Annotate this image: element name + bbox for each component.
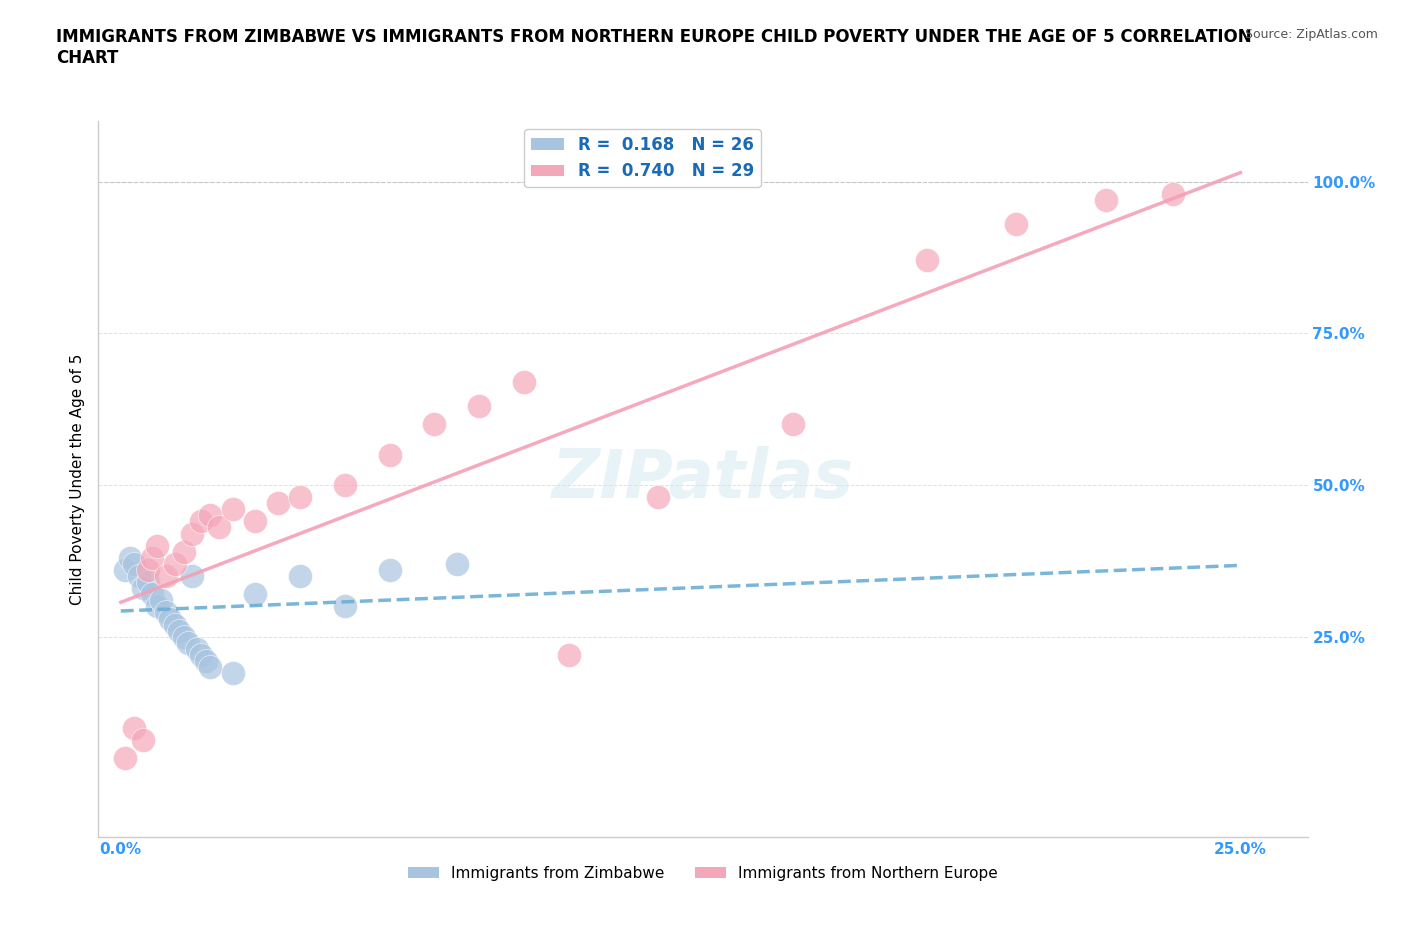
R =  0.168   N = 26 xyxy=(194,654,217,669)
R =  0.168   N = 26 xyxy=(243,587,266,602)
R =  0.740   N = 29 xyxy=(1095,193,1118,207)
R =  0.168   N = 26 xyxy=(446,556,468,571)
R =  0.740   N = 29 xyxy=(782,417,804,432)
R =  0.168   N = 26 xyxy=(378,563,401,578)
R =  0.740   N = 29 xyxy=(333,478,356,493)
R =  0.740   N = 29 xyxy=(1161,186,1184,201)
R =  0.740   N = 29 xyxy=(915,253,938,268)
R =  0.740   N = 29 xyxy=(132,733,155,748)
R =  0.168   N = 26 xyxy=(145,599,167,614)
R =  0.168   N = 26 xyxy=(181,568,204,583)
R =  0.168   N = 26 xyxy=(159,611,181,626)
R =  0.740   N = 29 xyxy=(1005,217,1028,232)
R =  0.168   N = 26 xyxy=(163,618,186,632)
R =  0.168   N = 26 xyxy=(186,642,208,657)
R =  0.740   N = 29 xyxy=(114,751,136,765)
Text: IMMIGRANTS FROM ZIMBABWE VS IMMIGRANTS FROM NORTHERN EUROPE CHILD POVERTY UNDER : IMMIGRANTS FROM ZIMBABWE VS IMMIGRANTS F… xyxy=(56,28,1251,67)
R =  0.740   N = 29 xyxy=(163,556,186,571)
R =  0.740   N = 29 xyxy=(200,508,222,523)
R =  0.168   N = 26 xyxy=(222,666,245,681)
R =  0.740   N = 29 xyxy=(141,551,163,565)
Text: Source: ZipAtlas.com: Source: ZipAtlas.com xyxy=(1244,28,1378,41)
R =  0.740   N = 29 xyxy=(468,399,491,414)
R =  0.168   N = 26 xyxy=(167,623,190,638)
R =  0.740   N = 29 xyxy=(122,721,145,736)
R =  0.740   N = 29 xyxy=(173,544,195,559)
R =  0.740   N = 29 xyxy=(155,568,177,583)
R =  0.168   N = 26 xyxy=(200,659,222,674)
R =  0.168   N = 26 xyxy=(177,635,200,650)
R =  0.168   N = 26 xyxy=(288,568,311,583)
R =  0.740   N = 29 xyxy=(208,520,231,535)
R =  0.740   N = 29 xyxy=(288,490,311,505)
R =  0.168   N = 26 xyxy=(128,568,150,583)
Text: ZIPatlas: ZIPatlas xyxy=(553,446,853,512)
R =  0.740   N = 29 xyxy=(243,514,266,529)
R =  0.740   N = 29 xyxy=(266,496,288,511)
R =  0.168   N = 26 xyxy=(136,575,159,590)
R =  0.168   N = 26 xyxy=(190,647,212,662)
R =  0.740   N = 29 xyxy=(181,526,204,541)
R =  0.168   N = 26 xyxy=(333,599,356,614)
R =  0.168   N = 26 xyxy=(132,580,155,595)
R =  0.168   N = 26 xyxy=(150,593,173,608)
Y-axis label: Child Poverty Under the Age of 5: Child Poverty Under the Age of 5 xyxy=(69,353,84,604)
R =  0.168   N = 26 xyxy=(173,630,195,644)
R =  0.740   N = 29 xyxy=(222,502,245,517)
R =  0.168   N = 26 xyxy=(155,605,177,620)
R =  0.740   N = 29 xyxy=(423,417,446,432)
R =  0.740   N = 29 xyxy=(647,490,669,505)
R =  0.740   N = 29 xyxy=(136,563,159,578)
R =  0.168   N = 26 xyxy=(141,587,163,602)
Legend: Immigrants from Zimbabwe, Immigrants from Northern Europe: Immigrants from Zimbabwe, Immigrants fro… xyxy=(402,859,1004,886)
R =  0.168   N = 26 xyxy=(122,556,145,571)
R =  0.740   N = 29 xyxy=(557,647,579,662)
R =  0.740   N = 29 xyxy=(190,514,212,529)
R =  0.168   N = 26 xyxy=(114,563,136,578)
R =  0.740   N = 29 xyxy=(378,447,401,462)
R =  0.740   N = 29 xyxy=(145,538,167,553)
R =  0.740   N = 29 xyxy=(513,375,536,390)
R =  0.168   N = 26 xyxy=(118,551,141,565)
